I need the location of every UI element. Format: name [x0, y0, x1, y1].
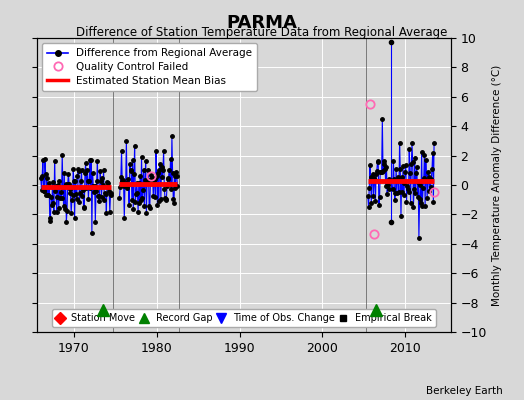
Legend: Station Move, Record Gap, Time of Obs. Change, Empirical Break: Station Move, Record Gap, Time of Obs. C…: [52, 309, 435, 327]
Text: Berkeley Earth: Berkeley Earth: [427, 386, 503, 396]
Y-axis label: Monthly Temperature Anomaly Difference (°C): Monthly Temperature Anomaly Difference (…: [492, 64, 503, 306]
Text: PARMA: PARMA: [226, 14, 298, 32]
Text: Difference of Station Temperature Data from Regional Average: Difference of Station Temperature Data f…: [77, 26, 447, 39]
